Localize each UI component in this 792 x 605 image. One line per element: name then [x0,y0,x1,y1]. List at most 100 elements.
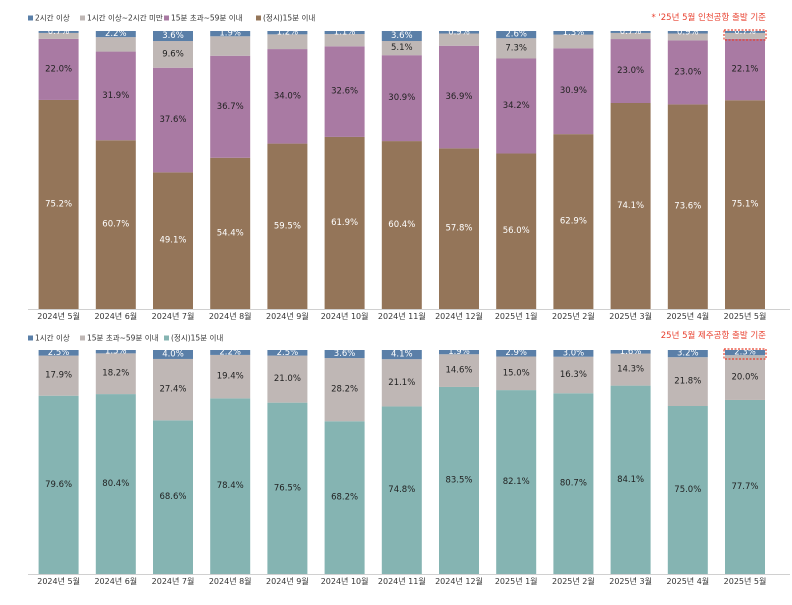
data-label: 82.1% [503,477,530,487]
data-label: 4.1% [391,350,413,360]
data-label: 15.0% [503,368,530,378]
bar-segment [667,31,708,34]
highlight-box [723,29,767,41]
data-label: 0.9% [677,27,699,37]
bar-segment [553,393,594,574]
chart-note: * '25년 5월 인천공항 출발 기준 [651,12,766,23]
x-tick-label: 2024년 9월 [266,576,309,586]
bar-segment [610,32,651,40]
legend-swatch [256,15,261,21]
data-label: 21.1% [388,378,415,388]
bar-segment [381,141,422,309]
data-label: 79.6% [45,480,72,490]
bar-segment [667,350,708,358]
legend-swatch [80,335,85,341]
bar-segment [38,38,79,100]
chart-note: 25년 5월 제주공항 출발 기준 [661,330,766,341]
x-tick-label: 2025년 3월 [609,311,652,321]
legend-label: 15분 초과~59분 이내 [87,333,159,343]
x-tick-label: 2024년 10월 [321,576,369,586]
data-label: 1.2% [277,28,299,38]
chart-2: 1시간 이상 15분 초과~59분 이내 (정시)15분 이내 25년 5월 제주공항… [28,330,790,586]
data-label: 17.9% [45,371,72,381]
bar-segment [95,31,136,38]
data-label: 2.5% [48,348,70,358]
bar-segment [496,390,537,574]
bar-segment [553,48,594,135]
bar-segment [381,350,422,360]
bar-segment [324,136,365,309]
bar-segment [496,38,537,59]
data-label: 60.4% [388,220,415,230]
bar-segment [267,355,308,403]
bar-segment [324,34,365,47]
data-label: 80.7% [560,479,587,489]
bar-segment [725,355,765,400]
bar-segment [210,398,251,574]
x-tick-label: 2024년 8월 [209,576,252,586]
x-tick-label: 2024년 7월 [152,311,195,321]
bar-segment [496,350,537,357]
data-label: 3.6% [162,31,184,41]
x-tick-label: 2025년 5월 [724,311,767,321]
bar-segment [267,31,308,35]
data-label: 2.2% [105,29,127,39]
bar-segment [381,406,422,574]
data-label: 83.5% [445,475,472,485]
bar-segment [496,58,537,154]
legend-swatch [80,15,85,21]
legend-label: (정시)15분 이내 [263,13,315,23]
x-tick-label: 2025년 4월 [666,576,709,586]
bar-segment [324,421,365,574]
data-label: 30.9% [388,93,415,103]
bar-segment [553,31,594,35]
bar-segment [153,358,193,421]
bar-segment [439,33,479,46]
bar-segment [267,143,308,309]
bar-segment [610,353,651,386]
bar-segment [38,99,79,309]
data-label: 14.3% [617,365,644,375]
x-tick-label: 2024년 10월 [321,311,369,321]
bar-segment [95,394,136,574]
data-label: 36.7% [217,102,244,112]
bar-segment [439,148,479,309]
x-tick-label: 2024년 11월 [378,311,426,321]
bar-segment [725,350,765,356]
data-label: 75.1% [731,200,758,210]
x-tick-label: 2025년 3월 [609,576,652,586]
data-label: 1.3% [563,28,585,38]
data-label: 2.3% [734,348,756,358]
legend-swatch [164,335,169,341]
x-tick-label: 2024년 12월 [435,576,483,586]
data-label: 0.9% [448,27,470,37]
bar-segment [95,37,136,52]
data-label: 30.9% [560,86,587,96]
legend-label: (정시)15분 이내 [171,333,223,343]
bar-segment [610,350,651,354]
bar-segment [439,350,479,355]
data-label: 74.8% [388,485,415,495]
bar-segment [38,350,79,356]
data-label: 22.0% [45,64,72,74]
data-label: 14.6% [445,366,472,376]
data-label: 31.9% [102,91,129,101]
bar-segment [95,140,136,309]
bar-segment [267,350,308,356]
legend-label: 15분 초과~59분 이내 [171,13,243,23]
data-label: 1.6% [620,347,642,357]
data-label: 2.9% [505,348,527,358]
data-label: 62.9% [560,217,587,227]
bar-segment [95,353,136,395]
data-label: 21.0% [274,374,301,384]
x-tick-label: 2024년 5월 [37,311,80,321]
data-label: 1.9% [448,347,470,357]
data-label: 0.7% [734,27,756,37]
data-label: 19.4% [217,372,244,382]
bar-segment [153,31,193,42]
chart-1: 2시간 이상 1시간 이상~2시간 미만 15분 초과~59분 이내 (정시)15분 … [28,12,790,321]
bar-segment [439,386,479,574]
bar-segment [38,355,79,396]
data-label: 60.7% [102,220,129,230]
